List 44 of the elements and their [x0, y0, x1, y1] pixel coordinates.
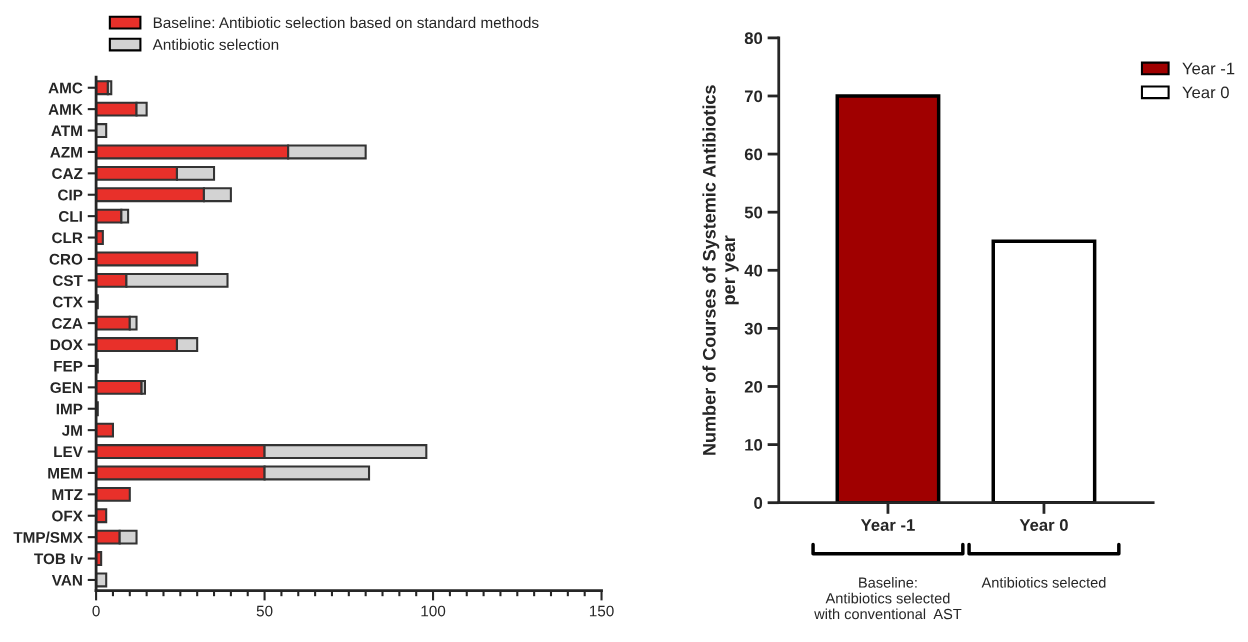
y-tick-label: IMP: [56, 403, 83, 415]
y-tick-label: AMC: [48, 82, 83, 94]
y-tick-label: 40: [744, 264, 763, 277]
y-tick-label: MTZ: [52, 489, 83, 500]
y-tick-label: CAZ: [52, 168, 83, 180]
y-tick-label: AZM: [50, 146, 82, 158]
y-tick-label: 10: [745, 438, 763, 451]
y-tick-label: 0: [754, 497, 763, 509]
y-tick-label: CTX: [52, 296, 83, 308]
legend-label: Year -1: [1182, 62, 1235, 75]
y-tick-label: GEN: [50, 382, 82, 394]
y-tick-label: LEV: [54, 446, 83, 458]
y-axis-title: Number of Courses of Systemic Antibiotics per year: [702, 85, 739, 455]
y-tick-label: CIP: [58, 189, 83, 201]
x-tick-label: 0: [92, 605, 100, 617]
y-tick-label: OFX: [52, 510, 83, 522]
y-tick-label: 60: [744, 148, 763, 161]
y-tick-label: MEM: [48, 467, 82, 479]
text: Antibiotics selected: [981, 577, 1106, 588]
legend-label: Baseline: Antibiotic selection based on standard methods: [153, 16, 539, 29]
y-tick-label: CST: [52, 275, 83, 287]
y-tick-label: CLI: [58, 211, 82, 222]
y-tick-label: 70: [744, 90, 763, 103]
y-tick-label: TOB Iv: [34, 553, 83, 565]
y-tick-label: ATM: [51, 125, 82, 137]
y-tick-label: CZA: [52, 318, 83, 329]
y-tick-label: 50: [744, 206, 763, 219]
legend-label: Antibiotic selection: [152, 38, 279, 50]
y-tick-label: JM: [61, 425, 82, 436]
text: Baseline: Antibiotics selected with conventional AST: [814, 577, 962, 620]
x-tick-label: 150: [589, 605, 614, 617]
y-tick-label: 30: [744, 322, 763, 335]
y-tick-label: FEP: [54, 360, 83, 372]
y-tick-label: 80: [744, 32, 763, 45]
x-tick-label: 100: [421, 605, 446, 617]
y-tick-label: CRO: [49, 253, 83, 265]
y-tick-label: AMK: [48, 104, 83, 115]
legend-label: Year 0: [1182, 86, 1229, 99]
y-tick-label: 20: [744, 380, 763, 393]
y-tick-label: TMP/SMX: [13, 531, 83, 543]
x-tick-label: 50: [256, 605, 273, 617]
y-tick-label: DOX: [50, 339, 83, 351]
y-tick-label: VAN: [51, 574, 82, 586]
y-tick-label: CLR: [52, 232, 83, 244]
